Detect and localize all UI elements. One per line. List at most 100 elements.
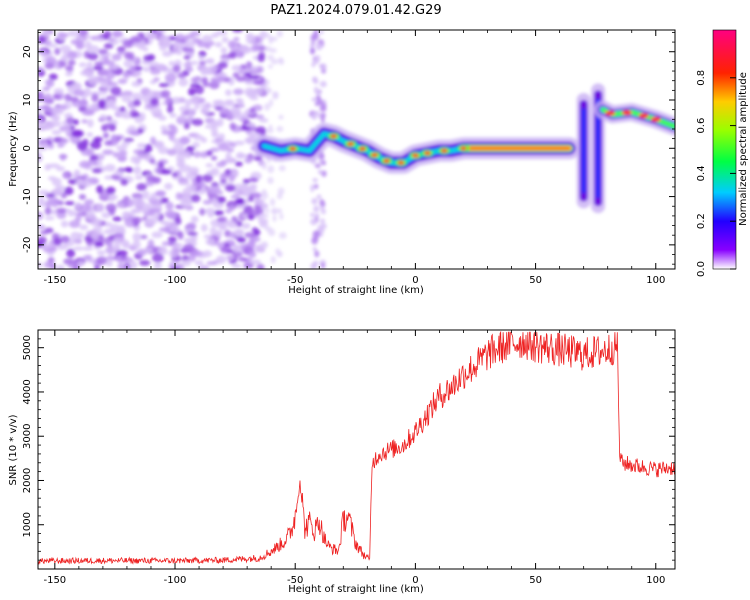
noise-blob xyxy=(97,48,108,55)
noise-blob xyxy=(212,99,225,105)
noise-blob xyxy=(144,181,155,187)
noise-blob xyxy=(240,45,252,54)
noise-blob xyxy=(74,216,82,222)
noise-blob xyxy=(176,158,186,166)
noise-blob xyxy=(53,88,64,94)
snr-x-tick-label: -100 xyxy=(164,575,187,586)
noise-blob xyxy=(105,164,116,172)
noise-blob xyxy=(200,223,208,232)
noise-blob xyxy=(267,165,275,174)
noise-blob xyxy=(204,43,211,50)
noise-blob xyxy=(276,30,284,38)
noise-blob xyxy=(38,189,50,196)
noise-blob xyxy=(236,197,245,206)
noise-blob xyxy=(102,149,114,156)
noise-blob xyxy=(166,105,174,114)
noise-blob xyxy=(131,216,142,224)
track-peak-red xyxy=(371,153,379,158)
track-peak-red xyxy=(397,160,405,165)
noise-blob xyxy=(242,187,253,196)
noise-blob xyxy=(189,96,201,104)
colorbar-tick-label: 0.2 xyxy=(696,213,707,229)
noise-blob xyxy=(45,201,53,207)
noise-streak-blob xyxy=(320,208,327,215)
noise-streak-blob xyxy=(319,30,324,35)
noise-blob xyxy=(217,76,226,81)
noise-blob xyxy=(200,265,207,269)
noise-blob xyxy=(143,66,150,73)
noise-blob xyxy=(40,50,48,58)
noise-blob xyxy=(190,215,199,223)
noise-blob xyxy=(268,64,273,69)
noise-blob xyxy=(172,64,181,73)
noise-blob xyxy=(258,118,269,123)
noise-blob xyxy=(99,114,108,122)
noise-blob xyxy=(66,248,76,258)
noise-blob xyxy=(52,187,63,197)
noise-blob xyxy=(45,193,56,198)
noise-blob xyxy=(191,118,204,126)
noise-blob xyxy=(194,260,204,266)
colorbar: 0.0 0.2 0.4 0.6 0.8 Normalized spectral ampl… xyxy=(696,29,749,277)
noise-blob xyxy=(102,132,110,139)
noise-blob xyxy=(92,65,104,71)
noise-blob xyxy=(183,122,190,130)
noise-blob xyxy=(254,244,265,253)
noise-blob xyxy=(68,220,81,228)
spectrogram-y-tick-label: -10 xyxy=(22,188,33,204)
noise-streak-blob xyxy=(310,33,318,42)
noise-blob xyxy=(253,155,263,161)
noise-blob xyxy=(122,199,135,208)
noise-blob xyxy=(44,206,52,216)
noise-blob xyxy=(122,39,134,49)
noise-blob xyxy=(232,30,243,33)
noise-blob xyxy=(121,113,133,119)
noise-blob xyxy=(251,227,259,233)
noise-blob xyxy=(92,217,103,226)
colorbar-tick-label: 0.4 xyxy=(696,165,707,181)
noise-blob xyxy=(236,237,246,243)
noise-blob xyxy=(87,118,94,128)
noise-blob xyxy=(121,257,134,264)
noise-blob xyxy=(103,60,115,66)
noise-blob xyxy=(153,77,160,82)
noise-blob xyxy=(172,242,183,249)
noise-blob xyxy=(96,250,106,256)
noise-blob xyxy=(153,262,162,269)
noise-streak-blob xyxy=(314,213,320,219)
noise-blob xyxy=(57,143,64,148)
noise-blob xyxy=(122,71,131,78)
snr-x-label: Height of straight line (km) xyxy=(288,584,424,595)
heatmap-blobs xyxy=(38,30,675,269)
noise-blob xyxy=(198,55,205,60)
noise-blob xyxy=(103,30,112,39)
noise-blob xyxy=(155,141,165,148)
noise-blob xyxy=(210,219,221,227)
noise-blob xyxy=(125,167,134,173)
noise-blob xyxy=(133,166,142,175)
noise-blob xyxy=(114,170,124,176)
noise-blob xyxy=(198,60,207,65)
noise-blob xyxy=(263,33,271,38)
noise-blob xyxy=(52,106,64,116)
noise-blob xyxy=(189,60,199,65)
noise-blob xyxy=(206,261,218,266)
noise-blob xyxy=(252,80,264,86)
noise-blob xyxy=(171,172,179,177)
noise-blob xyxy=(201,106,210,115)
noise-blob xyxy=(82,254,92,261)
noise-blob xyxy=(91,161,99,166)
noise-blob xyxy=(132,232,142,242)
noise-blob xyxy=(164,73,177,83)
noise-blob xyxy=(69,96,79,103)
noise-blob xyxy=(193,151,201,158)
noise-blob xyxy=(79,224,89,231)
noise-blob xyxy=(48,73,58,81)
noise-blob xyxy=(67,209,77,217)
noise-blob xyxy=(232,244,240,253)
noise-blob xyxy=(150,97,159,106)
noise-blob xyxy=(189,83,201,88)
noise-blob xyxy=(235,76,247,82)
